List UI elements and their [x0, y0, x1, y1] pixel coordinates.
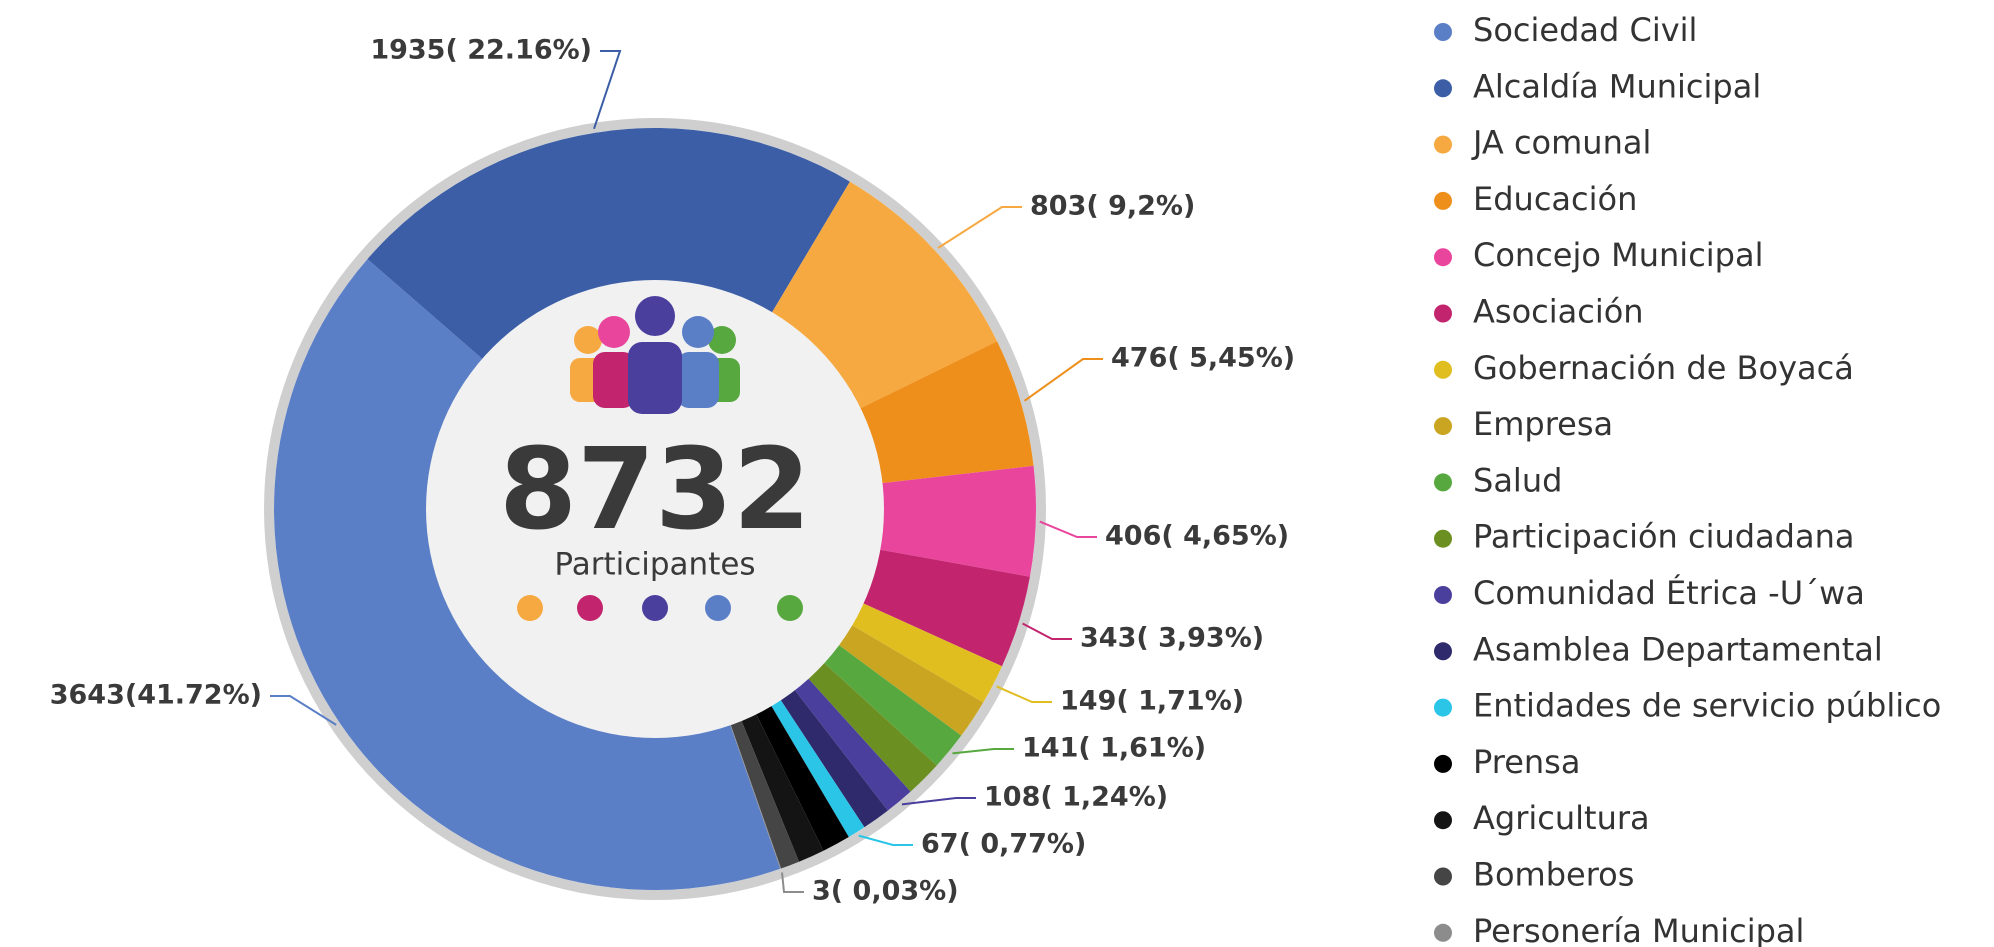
leader-line [901, 797, 976, 806]
legend-swatch [1434, 191, 1452, 210]
leader-line [952, 748, 1014, 755]
legend-label: Participación ciudadana [1473, 518, 1854, 556]
legend-swatch [1434, 811, 1452, 830]
legend-label: Bomberos [1473, 856, 1634, 894]
legend-label: Agricultura [1473, 799, 1650, 837]
center-total: 8732 [499, 425, 811, 555]
leader-line [937, 206, 1022, 249]
legend-label: Asociación [1473, 293, 1644, 331]
value-label: 108( 1,24%) [984, 782, 1168, 813]
legend-label: JA comunal [1471, 124, 1651, 162]
center-label: Participantes [554, 547, 755, 583]
legend-swatch [1434, 923, 1452, 942]
legend-swatch [1434, 529, 1452, 548]
legend-label: Prensa [1473, 743, 1580, 781]
legend-label: Concejo Municipal [1473, 236, 1763, 274]
legend-swatch [1434, 754, 1452, 773]
leader-line [1022, 622, 1072, 640]
value-label: 343( 3,93%) [1080, 623, 1264, 654]
value-label: 803( 9,2%) [1030, 191, 1195, 222]
value-label: 476( 5,45%) [1111, 343, 1295, 374]
legend-label: Gobernación de Boyacá [1473, 349, 1854, 387]
legend-swatch [1434, 23, 1452, 41]
legend-swatch [1434, 586, 1452, 604]
legend-label: Empresa [1473, 405, 1613, 443]
donut-rim [264, 118, 1046, 900]
legend-swatch [1434, 473, 1452, 492]
leader-line [1039, 520, 1097, 538]
legend-swatch [1434, 417, 1452, 436]
leader-line [593, 50, 622, 130]
legend-swatch [1434, 248, 1452, 267]
leader-line [996, 685, 1052, 703]
legend-label: Asamblea Departamental [1473, 630, 1883, 668]
legend-label: Comunidad Étrica -U´wa [1473, 574, 1865, 612]
legend-swatch [1434, 867, 1452, 886]
leader-line [1023, 358, 1103, 402]
value-label: 3( 0,03%) [812, 876, 959, 907]
value-label: 3643(41.72%) [50, 680, 262, 711]
legend-label: Personería Municipal [1473, 912, 1804, 947]
legend-label: Educación [1473, 180, 1637, 218]
legend-swatch [1434, 79, 1452, 98]
center-dots [517, 595, 803, 621]
value-label: 1935( 22.16%) [370, 35, 592, 66]
leader-line [270, 695, 337, 726]
legend-swatch [1434, 135, 1452, 154]
donut-hole [426, 280, 884, 738]
legend-label: Sociedad Civil [1473, 11, 1697, 49]
value-label: 141( 1,61%) [1022, 733, 1206, 764]
legend-label: Entidades de servicio público [1473, 687, 1941, 725]
value-label: 67( 0,77%) [921, 829, 1086, 860]
leader-line [781, 872, 804, 893]
legend-swatch [1434, 698, 1452, 717]
value-label: 149( 1,71%) [1060, 686, 1244, 717]
legend-label: Alcaldía Municipal [1473, 67, 1761, 105]
leader-line [858, 834, 913, 846]
legend-swatch [1434, 642, 1452, 661]
value-label: 406( 4,65%) [1105, 521, 1289, 552]
people-icon [570, 296, 740, 414]
legend-swatch [1434, 360, 1452, 379]
legend-label: Salud [1473, 461, 1562, 499]
legend-swatch [1434, 304, 1452, 323]
